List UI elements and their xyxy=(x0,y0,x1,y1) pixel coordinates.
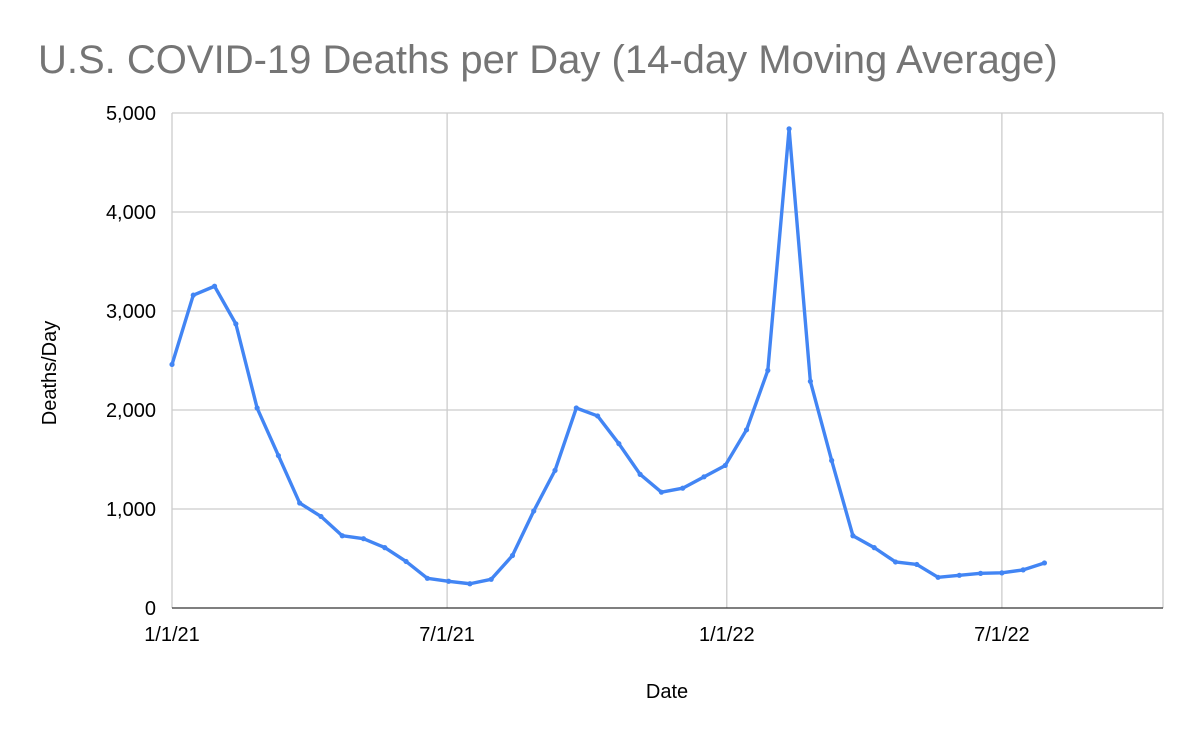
data-point xyxy=(318,513,324,520)
y-tick-label: 5,000 xyxy=(106,103,156,125)
y-tick-label: 3,000 xyxy=(106,301,156,323)
data-point xyxy=(722,462,728,469)
data-point xyxy=(999,570,1005,576)
data-point xyxy=(978,570,984,576)
data-point xyxy=(190,292,196,298)
data-point xyxy=(297,500,303,506)
data-point xyxy=(446,578,452,584)
data-point xyxy=(1041,560,1048,566)
y-tick-label: 4,000 xyxy=(106,202,156,224)
series-line xyxy=(170,127,1047,586)
data-point xyxy=(680,485,686,491)
data-point xyxy=(892,559,899,565)
data-point xyxy=(765,367,771,373)
x-axis-ticks: 1/1/21 7/1/21 1/1/22 7/1/22 xyxy=(144,624,1029,646)
y-tick-label: 1,000 xyxy=(106,499,156,521)
x-tick-label: 1/1/22 xyxy=(699,624,755,646)
data-point xyxy=(743,427,750,433)
data-point xyxy=(382,545,388,551)
data-point xyxy=(701,474,707,480)
data-point xyxy=(254,405,260,411)
y-tick-label: 0 xyxy=(145,598,156,620)
x-axis-title: Date xyxy=(646,681,688,703)
data-point xyxy=(360,536,367,542)
data-point xyxy=(509,552,516,559)
data-point xyxy=(467,581,473,587)
data-point xyxy=(637,471,643,477)
data-point xyxy=(871,545,877,551)
data-point xyxy=(169,361,175,368)
data-point xyxy=(403,558,409,565)
data-point xyxy=(850,533,856,539)
data-point xyxy=(935,574,941,580)
x-tick-label: 1/1/21 xyxy=(144,624,200,646)
y-tick-label: 2,000 xyxy=(106,400,156,422)
data-point xyxy=(914,561,920,568)
data-point xyxy=(275,452,281,459)
data-point xyxy=(956,572,962,578)
chart-title: U.S. COVID-19 Deaths per Day (14-day Mov… xyxy=(38,38,1058,82)
data-point xyxy=(339,533,345,539)
y-axis-title: Deaths/Day xyxy=(39,321,61,426)
data-point xyxy=(807,378,813,384)
data-point xyxy=(531,508,537,514)
series-deaths-per-day xyxy=(169,126,1048,587)
data-point xyxy=(1020,567,1026,573)
data-point xyxy=(786,126,792,132)
data-point xyxy=(424,575,430,581)
data-point xyxy=(211,283,218,289)
y-axis-ticks: 0 1,000 2,000 3,000 4,000 5,000 xyxy=(106,103,156,620)
data-point xyxy=(233,321,239,327)
data-point xyxy=(594,413,601,419)
data-point xyxy=(616,441,622,447)
data-point xyxy=(573,405,579,411)
data-point xyxy=(829,457,835,464)
data-point xyxy=(658,489,665,495)
data-point xyxy=(488,576,494,582)
x-tick-label: 7/1/21 xyxy=(419,624,475,646)
gridlines xyxy=(171,112,1164,608)
data-point xyxy=(552,467,558,473)
x-tick-label: 7/1/22 xyxy=(974,624,1030,646)
